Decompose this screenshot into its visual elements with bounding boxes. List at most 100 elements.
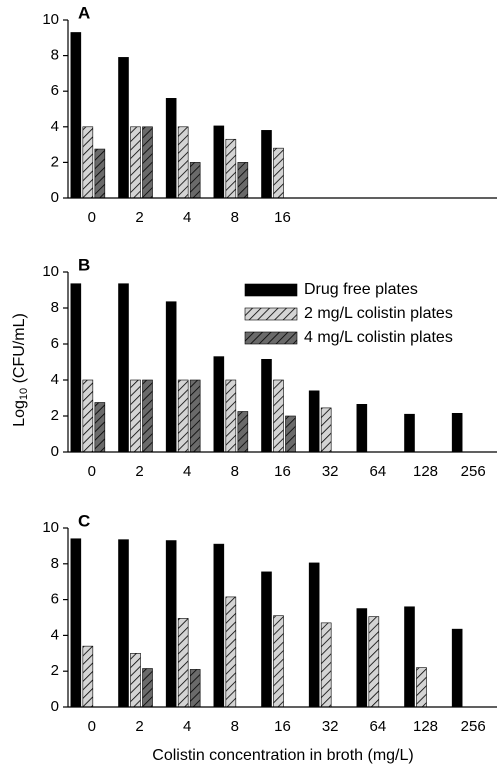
legend-label: 4 mg/L colistin plates (304, 329, 453, 346)
bar (285, 415, 296, 453)
x-tick-label: 0 (88, 209, 96, 226)
bar (82, 126, 94, 199)
y-tick-label: 8 (51, 555, 59, 572)
y-tick-label: 4 (51, 371, 59, 388)
bar (308, 390, 320, 453)
bar (225, 379, 237, 453)
x-tick-label: 128 (413, 718, 438, 735)
legend-swatch (244, 307, 298, 321)
bar (213, 543, 225, 708)
panel-label: B (78, 255, 90, 274)
bar (273, 379, 284, 453)
bar (70, 283, 82, 453)
bar (82, 379, 94, 453)
x-tick-label: 8 (231, 718, 239, 735)
bar (130, 379, 141, 453)
y-tick-label: 10 (42, 11, 59, 28)
bar (404, 606, 415, 708)
x-tick-label: 256 (461, 718, 486, 735)
bar (237, 162, 249, 199)
bar (356, 403, 368, 453)
bar (416, 667, 427, 708)
x-tick-label: 32 (322, 718, 339, 735)
bar (189, 379, 201, 453)
x-tick-label: 8 (231, 209, 239, 226)
y-axis-label: Log10 (CFU/mL) (11, 313, 30, 427)
bar (404, 413, 415, 453)
bar (213, 125, 225, 199)
bar (368, 616, 380, 708)
y-tick-label: 8 (51, 299, 59, 316)
bar (273, 147, 284, 199)
legend-swatch (244, 283, 298, 297)
x-tick-label: 4 (183, 718, 191, 735)
x-tick-label: 8 (231, 463, 239, 480)
bar (225, 138, 237, 199)
y-tick-label: 2 (51, 407, 59, 424)
y-tick-label: 4 (51, 118, 59, 135)
y-tick-label: 6 (51, 591, 59, 608)
legend-label: Drug free plates (304, 281, 418, 298)
y-tick-label: 0 (51, 189, 59, 206)
bar (261, 130, 272, 199)
x-tick-label: 256 (461, 463, 486, 480)
bar (451, 628, 463, 708)
x-tick-label: 2 (135, 463, 143, 480)
x-tick-label: 4 (183, 209, 191, 226)
bar (130, 126, 141, 199)
bar (165, 301, 177, 453)
panel-label: A (78, 3, 90, 22)
x-tick-label: 0 (88, 718, 96, 735)
panel-label: C (78, 511, 90, 530)
y-tick-label: 6 (51, 82, 59, 99)
y-tick-label: 0 (51, 443, 59, 460)
y-tick-label: 6 (51, 335, 59, 352)
x-axis-label: Colistin concentration in broth (mg/L) (152, 747, 413, 764)
bar (118, 57, 129, 199)
bar (273, 615, 284, 708)
bar (261, 358, 272, 453)
bar (130, 652, 141, 708)
bar (70, 32, 82, 199)
bar (165, 98, 177, 199)
x-tick-label: 16 (274, 209, 291, 226)
bar (82, 645, 94, 708)
bar (189, 669, 201, 708)
x-tick-label: 64 (369, 718, 386, 735)
bar (320, 407, 332, 453)
bar (177, 379, 189, 453)
bar (165, 540, 177, 708)
bar (142, 126, 153, 199)
bar (451, 412, 463, 453)
bar (237, 411, 249, 453)
y-tick-label: 10 (42, 263, 59, 280)
bar (356, 608, 368, 708)
bar (213, 356, 225, 453)
bar (177, 618, 189, 708)
bar (320, 622, 332, 708)
bar (225, 596, 237, 708)
y-label-part: (CFU/mL) (11, 313, 28, 388)
y-tick-label: 2 (51, 153, 59, 170)
bar (118, 283, 129, 453)
legend-swatch (244, 331, 298, 345)
legend-label: 2 mg/L colistin plates (304, 305, 453, 322)
y-tick-label: 10 (42, 519, 59, 536)
x-tick-label: 4 (183, 463, 191, 480)
bar (261, 571, 272, 708)
x-tick-label: 16 (274, 463, 291, 480)
y-tick-label: 0 (51, 698, 59, 715)
y-tick-label: 8 (51, 47, 59, 64)
x-tick-label: 2 (135, 209, 143, 226)
x-tick-label: 2 (135, 718, 143, 735)
x-tick-label: 16 (274, 718, 291, 735)
x-tick-label: 32 (322, 463, 339, 480)
y-label-part: Log (11, 400, 28, 427)
y-tick-label: 4 (51, 626, 59, 643)
bar (118, 539, 129, 708)
bar (189, 162, 201, 199)
y-label-subscript: 10 (18, 388, 30, 400)
bar (308, 562, 320, 708)
bar (142, 379, 153, 453)
